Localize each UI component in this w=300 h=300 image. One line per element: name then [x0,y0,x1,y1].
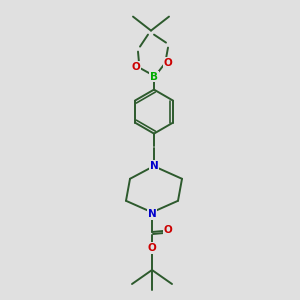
Text: O: O [164,225,172,235]
Text: O: O [148,243,156,253]
Text: N: N [150,160,158,171]
Text: B: B [150,72,158,82]
Text: O: O [164,58,172,68]
Text: N: N [148,209,156,219]
Text: O: O [132,61,140,72]
